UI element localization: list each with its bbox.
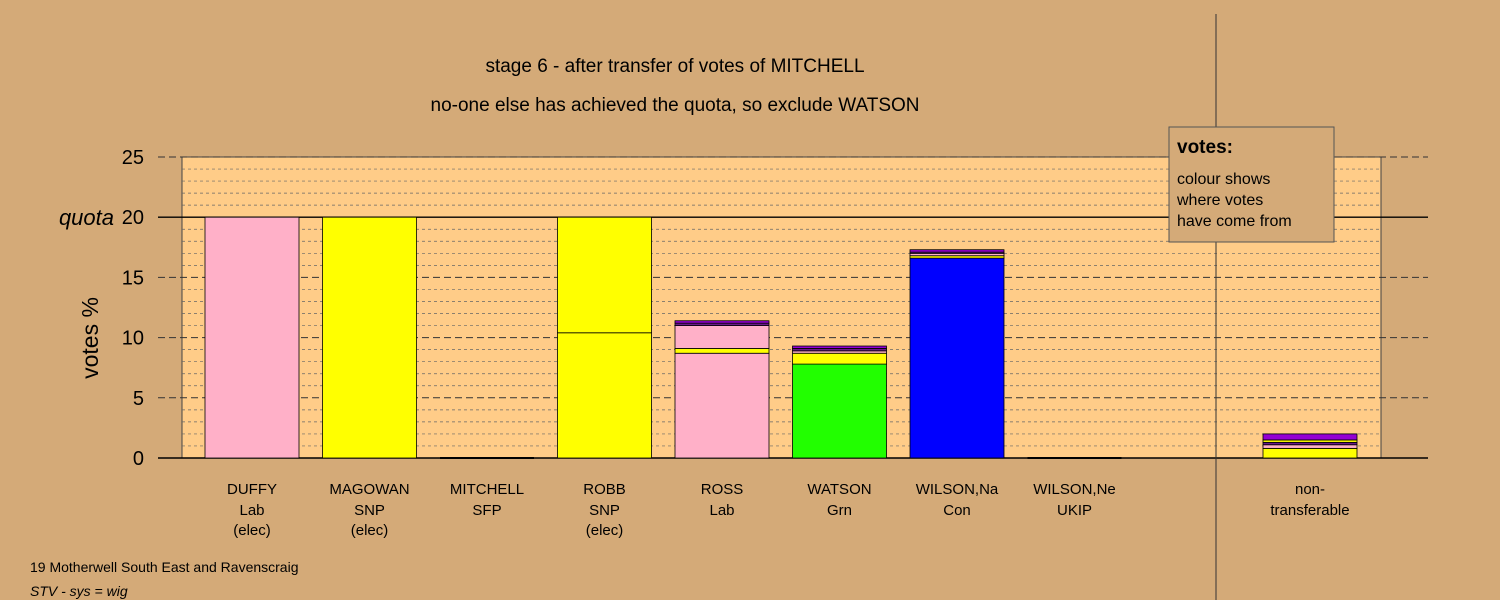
- bar-segment-nontransferable: [1262, 433, 1358, 441]
- y-tick-label: 25: [122, 147, 144, 169]
- bar-segment-wilson-na: [909, 257, 1005, 459]
- y-tick-label: 0: [133, 448, 144, 470]
- bar-segment-nontransferable: [1262, 444, 1358, 449]
- bar-segment-ross: [674, 320, 770, 324]
- y-tick-label: 5: [133, 388, 144, 410]
- bar-segment-watson: [792, 345, 887, 349]
- candidate-name: WILSON,Ne: [1033, 481, 1116, 498]
- legend-box-frame: [1168, 126, 1335, 243]
- candidate-name: ROBB: [583, 481, 626, 498]
- candidate-party: SFP: [472, 502, 501, 519]
- candidate-party: Lab: [709, 502, 734, 519]
- bar-segment-robb: [557, 216, 652, 334]
- chart-subtitle: no-one else has achieved the quota, so e…: [431, 95, 920, 116]
- candidate-name: WILSON,Na: [916, 481, 999, 498]
- y-axis-label: votes %: [77, 297, 103, 379]
- system-label: STV - sys = wig: [30, 583, 128, 599]
- candidate-name: DUFFY: [227, 481, 277, 498]
- candidate-party: SNP: [589, 502, 620, 519]
- bars: [204, 216, 1358, 459]
- bar-segment-watson: [792, 352, 887, 365]
- nontransferable-label: transferable: [1270, 502, 1349, 519]
- bar-segment-robb: [557, 332, 652, 459]
- chart-title: stage 6 - after transfer of votes of MIT…: [485, 56, 864, 77]
- nontransferable-label: non-: [1295, 481, 1325, 498]
- candidate-status: (elec): [351, 522, 389, 539]
- bar-segment-ross: [674, 325, 770, 349]
- legend-line-2: where votes: [1176, 192, 1263, 209]
- bar-segment-magowan: [322, 216, 417, 459]
- candidate-name: ROSS: [701, 481, 744, 498]
- legend-line-3: have come from: [1177, 213, 1292, 230]
- legend-heading: votes:: [1177, 137, 1233, 158]
- candidate-status: (elec): [586, 522, 624, 539]
- candidate-party: Lab: [239, 502, 264, 519]
- legend-box: votes: colour shows where votes have com…: [1168, 126, 1335, 243]
- y-tick-label: 10: [122, 328, 144, 350]
- candidate-party: UKIP: [1057, 502, 1092, 519]
- legend-line-1: colour shows: [1177, 171, 1270, 188]
- candidate-party: Grn: [827, 502, 852, 519]
- candidate-status: (elec): [233, 522, 271, 539]
- constituency-label: 19 Motherwell South East and Ravenscraig: [30, 559, 298, 575]
- y-tick-label: 20: [122, 207, 144, 229]
- candidate-name: MAGOWAN: [329, 481, 409, 498]
- bar-segment-wilson-na: [909, 249, 1005, 253]
- bar-segment-ross: [674, 348, 770, 354]
- candidate-name: WATSON: [807, 481, 871, 498]
- bar-segment-duffy: [204, 216, 300, 459]
- candidate-party: Con: [943, 502, 971, 519]
- candidate-party: SNP: [354, 502, 385, 519]
- bar-segment-nontransferable: [1262, 447, 1358, 459]
- candidate-labels: DUFFY Lab (elec) MAGOWAN SNP (elec) MITCHELL SF…: [227, 481, 1350, 539]
- y-tick-label: 15: [122, 267, 144, 289]
- bar-segment-watson: [792, 363, 887, 459]
- quota-label: quota: [59, 205, 114, 230]
- candidate-name: MITCHELL: [450, 481, 524, 498]
- bar-segment-ross: [674, 352, 770, 459]
